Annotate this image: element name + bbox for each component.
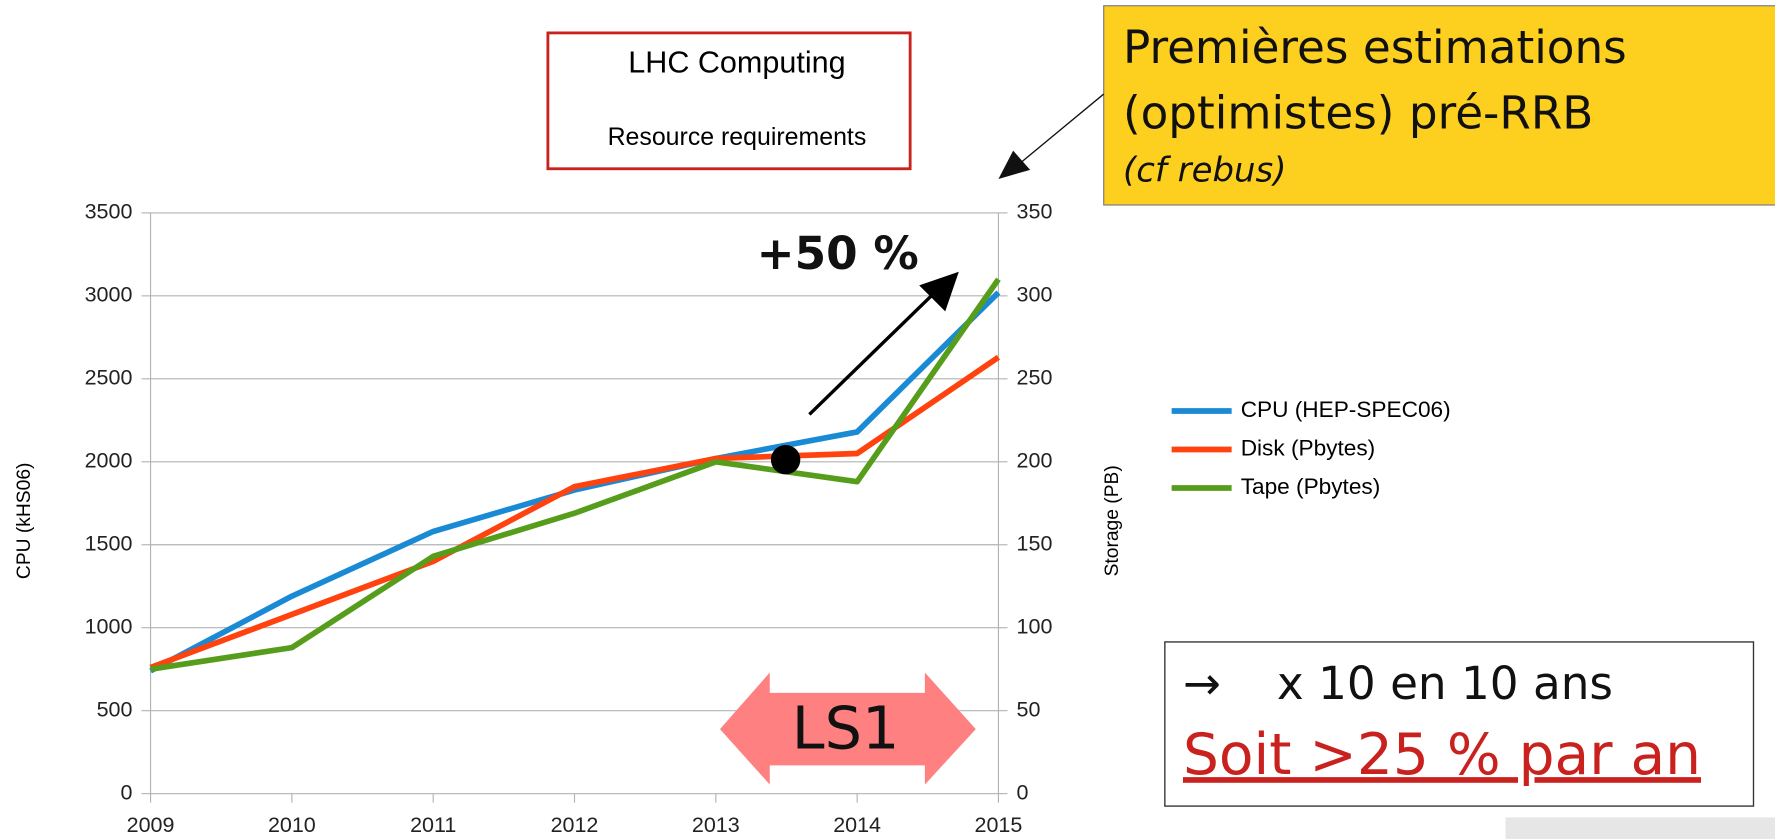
- series-line: [150, 277, 1001, 672]
- y2-axis-label: Storage (PB): [1102, 465, 1123, 576]
- y2-tick-label: 100: [1017, 614, 1053, 638]
- title-box: [546, 31, 912, 171]
- x-tick-label: 2014: [833, 813, 881, 837]
- x-tick-label: 2011: [410, 813, 456, 837]
- legend-label: Tape (Pbytes): [1241, 474, 1381, 499]
- y-tick-label: 2000: [85, 448, 133, 472]
- legend-label: Disk (Pbytes): [1241, 435, 1376, 460]
- growth-label: +50 %: [757, 227, 919, 280]
- pointer-line: [1018, 93, 1105, 165]
- y-tick-label: 1500: [85, 531, 133, 555]
- summary-box: [1164, 641, 1755, 807]
- y-axis-label: CPU (kHS06): [14, 463, 35, 579]
- conclusion-text: Soit >25 % par an: [1183, 722, 1701, 788]
- series-line: [149, 354, 1001, 671]
- y2-tick-label: 200: [1017, 448, 1053, 472]
- summary-text: x 10 en 10 ans: [1277, 657, 1613, 710]
- period-arrow: [719, 672, 976, 785]
- legend-label: CPU (HEP-SPEC06): [1241, 397, 1451, 422]
- estimate-note: (cf rebus): [1123, 151, 1287, 191]
- y2-tick-label: 0: [1017, 780, 1029, 804]
- x-tick-label: 2010: [268, 813, 316, 837]
- y-tick-label: 1000: [85, 614, 133, 638]
- y2-tick-label: 150: [1017, 531, 1053, 555]
- chart-title: LHC Computing: [628, 46, 845, 80]
- y2-tick-label: 300: [1017, 283, 1053, 307]
- estimate-line: Premières estimations: [1123, 21, 1627, 74]
- period-label: LS1: [792, 694, 900, 763]
- y-tick-label: 500: [97, 697, 133, 721]
- chart-subtitle: Resource requirements: [608, 123, 867, 151]
- x-tick-label: 2012: [551, 813, 599, 837]
- marker-dot: [770, 444, 801, 475]
- estimate-line: (optimistes) pré-RRB: [1123, 87, 1593, 140]
- y2-tick-label: 350: [1017, 200, 1053, 224]
- y-tick-label: 0: [120, 780, 132, 804]
- x-tick-label: 2009: [127, 813, 175, 837]
- growth-arrow: [808, 292, 936, 416]
- y2-tick-label: 50: [1017, 697, 1041, 721]
- growth-arrow-head: [919, 271, 959, 312]
- x-tick-label: 2015: [975, 813, 1023, 837]
- x-tick-label: 2013: [692, 813, 740, 837]
- estimate-box: [1103, 5, 1775, 206]
- y-tick-label: 2500: [85, 366, 133, 390]
- pointer-head: [998, 150, 1031, 179]
- y-tick-label: 3000: [85, 283, 133, 307]
- series-line: [149, 290, 1001, 674]
- y-tick-label: 3500: [85, 200, 133, 224]
- summary-arrow: →: [1183, 657, 1221, 710]
- y2-tick-label: 250: [1017, 366, 1053, 390]
- footer-bar: [1505, 817, 1775, 839]
